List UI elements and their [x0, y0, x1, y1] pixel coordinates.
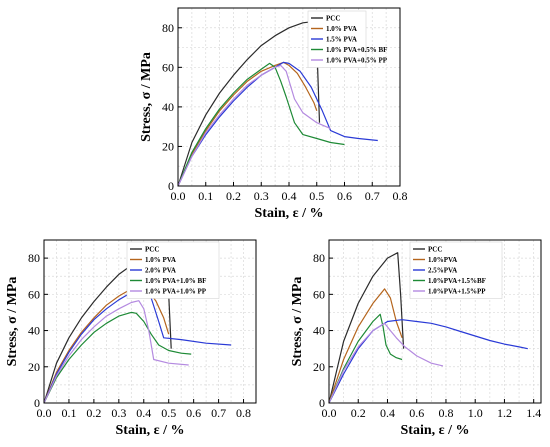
- y-tick-label: 60: [162, 60, 174, 74]
- x-tick-label: 0.2: [86, 406, 101, 420]
- series-line-1: [177, 61, 318, 187]
- series-line-3: [43, 311, 192, 404]
- y-tick-label: 0: [319, 396, 325, 410]
- chart-bottom-right: 0.0 0.2 0.4 0.6 0.8 1.0 1.2 1.4 0 20 40 60 80 Stain, …: [290, 239, 542, 438]
- x-tick-label: 1.0: [468, 406, 483, 420]
- plot-frame: [43, 239, 257, 404]
- y-tick-label: 40: [313, 324, 325, 338]
- x-tick-label: 1.2: [497, 406, 512, 420]
- series-line-0: [328, 252, 405, 404]
- chart-bottom-left: 0.0 0.1 0.2 0.3 0.4 0.5 0.6 0.7 0.8 0 20 40 60 80 Stai…: [5, 239, 257, 438]
- legend-label: 1.0% PVA+0.5% BF: [326, 46, 387, 54]
- legend-label: 1.0%PVA+1.5%PP: [428, 288, 486, 296]
- y-axis-label: Stress, σ / MPa: [5, 277, 20, 367]
- legend-label: 2.5%PVA: [428, 267, 457, 275]
- series-line-1: [328, 288, 403, 404]
- y-tick-label: 40: [162, 100, 174, 114]
- x-tick-label: 0.1: [61, 406, 76, 420]
- y-tick-label: 20: [162, 139, 174, 153]
- x-tick-label: 0.5: [309, 189, 324, 203]
- legend-label: 1.0% PVA+1.0% PP: [145, 288, 207, 296]
- series-line-4: [328, 322, 444, 404]
- x-tick-label: 0.6: [409, 406, 424, 420]
- y-axis-label: Stress, σ / MPa: [139, 52, 154, 142]
- y-tick-label: 20: [313, 360, 325, 374]
- y-axis-label: Stress, σ / MPa: [290, 277, 305, 367]
- plot-frame: [328, 239, 542, 404]
- series-line-0: [177, 21, 321, 187]
- legend-label: 1.0% PVA: [326, 25, 357, 33]
- x-tick-label: 0.6: [337, 189, 352, 203]
- y-tick-label: 20: [28, 360, 40, 374]
- x-tick-label: 0.0: [171, 189, 186, 203]
- y-tick-label: 60: [313, 287, 325, 301]
- legend-label: PCC: [326, 15, 340, 23]
- x-tick-label: 0.4: [136, 406, 151, 420]
- y-tick-label: 0: [168, 179, 174, 193]
- x-tick-label: 0.5: [161, 406, 176, 420]
- x-tick-label: 0.2: [351, 406, 366, 420]
- x-tick-label: 0.6: [186, 406, 201, 420]
- legend-label: 1.0% PVA+1.0% BF: [145, 277, 206, 285]
- y-tick-label: 80: [162, 21, 174, 35]
- legend-label: 1.0% PVA: [145, 256, 176, 264]
- legend-box: [409, 241, 503, 299]
- series-line-4: [43, 300, 189, 404]
- series-line-3: [328, 313, 403, 404]
- legend-box: [126, 241, 220, 299]
- legend-label: 1.5% PVA: [326, 36, 357, 44]
- x-tick-label: 0.4: [380, 406, 395, 420]
- series-line-2: [328, 319, 528, 404]
- series-line-4: [177, 64, 331, 187]
- y-tick-label: 40: [28, 324, 40, 338]
- series-line-3: [177, 62, 345, 187]
- x-tick-label: 0.1: [198, 189, 213, 203]
- x-axis-label: Stain, ε / %: [401, 423, 470, 438]
- y-tick-label: 80: [313, 251, 325, 265]
- x-tick-label: 0.2: [226, 189, 241, 203]
- legend-label: 1.0%PVA: [428, 256, 457, 264]
- legend-label: 2.0% PVA: [145, 267, 176, 275]
- x-tick-label: 0.0: [322, 406, 337, 420]
- legend-label: PCC: [145, 246, 159, 254]
- series-line-2: [177, 61, 378, 187]
- x-tick-label: 0.3: [254, 189, 269, 203]
- x-tick-label: 0.8: [236, 406, 251, 420]
- x-axis-label: Stain, ε / %: [255, 206, 324, 221]
- x-tick-label: 0.4: [282, 189, 297, 203]
- y-tick-label: 80: [28, 251, 40, 265]
- legend-label: PCC: [428, 246, 442, 254]
- x-tick-label: 0.7: [211, 406, 226, 420]
- x-axis-label: Stain, ε / %: [116, 423, 185, 438]
- y-tick-label: 60: [28, 287, 40, 301]
- legend-label: 1.0%PVA+1.5%BF: [428, 277, 486, 285]
- y-tick-label: 0: [34, 396, 40, 410]
- x-tick-label: 1.4: [526, 406, 541, 420]
- series-line-1: [43, 285, 170, 404]
- legend-label: 1.0% PVA+0.5% PP: [326, 57, 388, 65]
- x-tick-label: 0.0: [37, 406, 52, 420]
- x-tick-label: 0.8: [393, 189, 408, 203]
- chart-top: 0.0 0.1 0.2 0.3 0.4 0.5 0.6 0.7 0.8 0 20 40 60 80 Stai…: [139, 7, 408, 221]
- x-tick-label: 0.8: [438, 406, 453, 420]
- x-tick-label: 0.3: [111, 406, 126, 420]
- x-tick-label: 0.7: [365, 189, 380, 203]
